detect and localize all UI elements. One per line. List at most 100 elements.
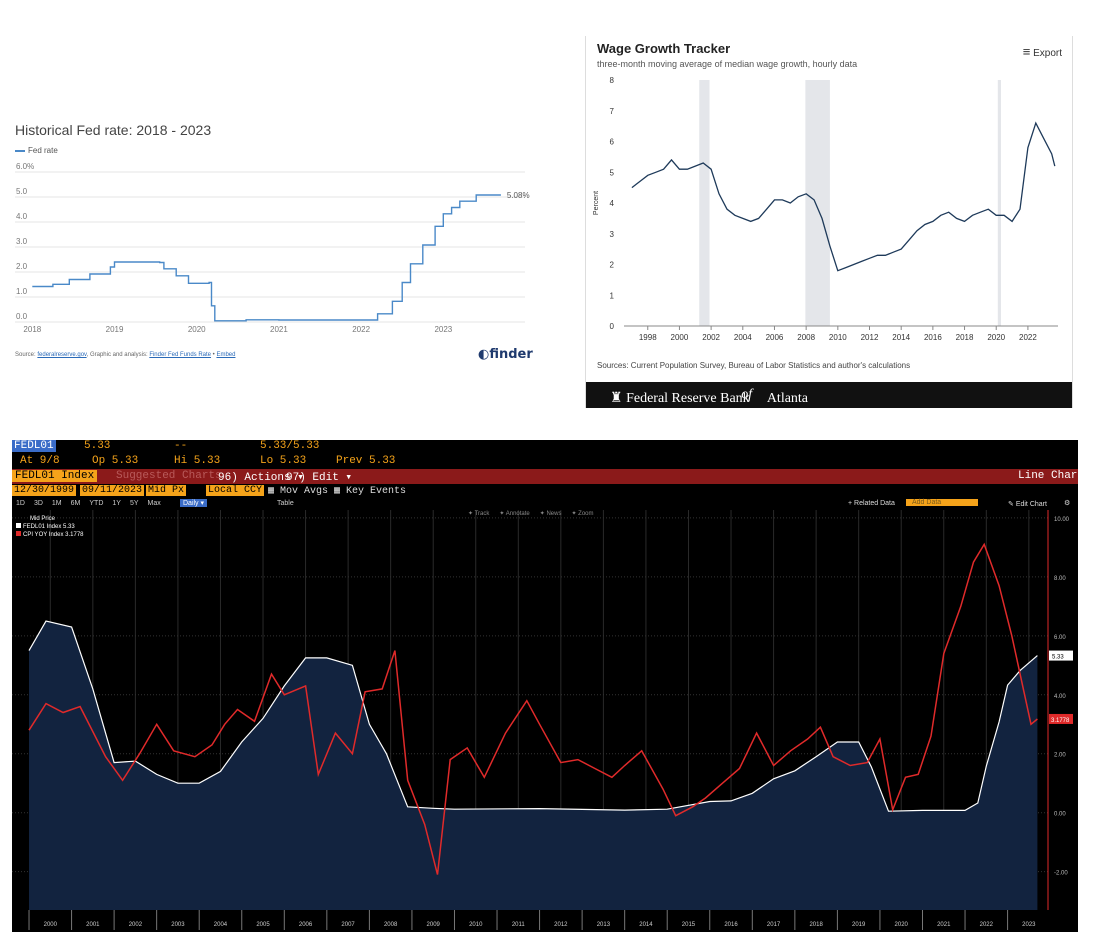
x-tick-label: 2019 xyxy=(852,922,866,928)
start-date-field[interactable]: 12/30/1999 xyxy=(12,485,77,496)
finder-logo[interactable]: ◐finder xyxy=(478,347,533,362)
x-tick-label: 2019 xyxy=(106,325,124,334)
source-link[interactable]: federalreserve.gov xyxy=(37,352,87,358)
chart-legend[interactable]: Fed rate xyxy=(15,146,58,155)
recession-band xyxy=(997,80,1001,326)
x-tick-label: 2012 xyxy=(861,333,879,342)
x-tick-label: 2022 xyxy=(352,325,370,334)
index-label[interactable]: FEDL01 Index xyxy=(12,470,98,482)
open: Op 5.33 xyxy=(92,455,139,467)
y-tick-label: 3 xyxy=(610,230,615,239)
y-tick-label: 10.00 xyxy=(1054,517,1070,523)
currency-select[interactable]: Local CCY xyxy=(206,485,265,496)
x-tick-label: 2023 xyxy=(434,325,452,334)
y-tick-label: 4.0 xyxy=(16,212,28,221)
finder-link[interactable]: Finder Fed Funds Rate xyxy=(149,352,212,358)
price-field-select[interactable]: Mid Px xyxy=(146,485,187,496)
x-tick-label: 2020 xyxy=(895,922,909,928)
x-tick-label: 2017 xyxy=(767,922,781,928)
legend-swatch-white xyxy=(16,523,21,528)
period-buttons[interactable]: 1D 3D 1M 6M YTD 1Y 5Y Max xyxy=(16,500,170,507)
embed-link[interactable]: Embed xyxy=(216,352,236,358)
suggested-charts-button[interactable]: Suggested Charts xyxy=(116,470,222,482)
toolbar-button[interactable]: ✦ Track xyxy=(468,511,490,517)
gear-icon[interactable]: ⚙ xyxy=(1064,500,1071,507)
wage-growth-panel: Wage Growth Tracker three-month moving a… xyxy=(585,36,1073,408)
finder-logo-icon: ◐ xyxy=(478,347,490,362)
x-tick-label: 2021 xyxy=(937,922,951,928)
x-tick-label: 2004 xyxy=(734,333,752,342)
toolbar-button[interactable]: ✦ Annotate xyxy=(499,511,530,517)
legend-item-fedl01[interactable]: FEDL01 Index 5.33 xyxy=(16,523,84,531)
y-axis-label: Percent xyxy=(593,191,600,215)
low: Lo 5.33 xyxy=(260,455,307,467)
y-tick-label: 5 xyxy=(610,168,615,177)
table-button[interactable]: Table xyxy=(277,500,294,507)
x-tick-label: 2001 xyxy=(86,922,100,928)
y-tick-label: 2.0 xyxy=(16,262,28,271)
period-button[interactable]: 3D xyxy=(33,500,43,507)
export-button[interactable]: ≡ Export xyxy=(1022,44,1062,59)
y-tick-label: 0.0 xyxy=(16,312,28,321)
period-button[interactable]: 6M xyxy=(70,500,81,507)
toolbar-button[interactable]: ✦ News xyxy=(539,511,562,517)
frequency-select[interactable]: Daily ▾ xyxy=(180,499,208,507)
x-tick-label: 2010 xyxy=(829,333,847,342)
period-button[interactable]: 5Y xyxy=(129,500,139,507)
fed-value-tag: 5.33 xyxy=(1052,655,1064,661)
x-tick-label: 2016 xyxy=(924,333,942,342)
period-button[interactable]: 1Y xyxy=(112,500,121,507)
legend-item-cpi[interactable]: CPI YOY Index 3.1778 xyxy=(16,531,84,539)
y-tick-label: 6.0% xyxy=(16,162,34,171)
x-tick-label: 2022 xyxy=(1019,333,1037,342)
end-value-label: 5.08% xyxy=(507,191,530,200)
y-tick-label: 5.0 xyxy=(16,187,28,196)
chart-title: Wage Growth Tracker xyxy=(597,41,731,56)
period-button[interactable]: Max xyxy=(147,500,161,507)
bloomberg-terminal-panel: FEDL01 5.33 -- 5.33/5.33 At 9/8 Op 5.33 … xyxy=(12,440,1084,932)
y-tick-label: 3.0 xyxy=(16,237,28,246)
y-tick-label: -2.00 xyxy=(1054,871,1068,877)
x-tick-label: 2015 xyxy=(682,922,696,928)
period-button[interactable]: YTD xyxy=(89,500,104,507)
eagle-icon: ♜ xyxy=(610,391,623,406)
prev: Prev 5.33 xyxy=(336,455,396,467)
chart-title: Historical Fed rate: 2018 - 2023 xyxy=(15,122,212,138)
recession-band xyxy=(805,80,830,326)
ohlc-row: At 9/8 Op 5.33 Hi 5.33 Lo 5.33 Prev 5.33 xyxy=(12,455,1078,468)
fed-rate-line xyxy=(32,194,501,322)
last-price: 5.33 xyxy=(84,440,111,452)
cpi-value-tag: 3.1778 xyxy=(1051,718,1070,724)
fed-funds-area xyxy=(29,621,1038,910)
high: Hi 5.33 xyxy=(174,455,221,467)
source-note: Source: federalreserve.gov, Graphic and … xyxy=(15,352,236,358)
chart-type-label: Line Chart xyxy=(1018,470,1085,482)
y-tick-label: 0.00 xyxy=(1054,812,1066,818)
mov-avgs-toggle[interactable]: ▦ Mov Avgs xyxy=(268,486,329,497)
related-data-button[interactable]: + Related Data xyxy=(848,500,895,507)
bid-ask: 5.33/5.33 xyxy=(260,440,320,452)
x-tick-label: 1998 xyxy=(639,333,657,342)
x-tick-label: 2018 xyxy=(809,922,823,928)
x-tick-label: 2008 xyxy=(384,922,398,928)
y-tick-label: 6.00 xyxy=(1054,635,1066,641)
legend-label: Fed rate xyxy=(28,146,58,155)
end-date-field[interactable]: 09/11/2023 xyxy=(80,485,145,496)
edit-menu[interactable]: 97) Edit ▾ xyxy=(286,472,353,484)
toolbar-button[interactable]: ✦ Zoom xyxy=(571,511,594,517)
date-range-row: 12/30/1999 09/11/2023 Mid Px Local CCY ▦… xyxy=(12,485,1078,498)
period-button[interactable]: 1D xyxy=(16,500,25,507)
period-button[interactable]: 1M xyxy=(51,500,62,507)
ticker[interactable]: FEDL01 xyxy=(12,440,56,452)
actions-menu[interactable]: 96) Actions ▾ xyxy=(218,472,304,484)
key-events-toggle[interactable]: ▦ Key Events xyxy=(334,486,407,497)
fed-value-tag-bg xyxy=(1049,650,1073,661)
edit-chart-button[interactable]: ✎ Edit Chart xyxy=(1008,501,1047,508)
fed-atlanta-footer: ♜ Federal Reserve Bank of Atlanta xyxy=(586,382,1072,408)
x-tick-label: 2004 xyxy=(214,922,228,928)
y-tick-label: 1.0 xyxy=(16,287,28,296)
x-tick-label: 2013 xyxy=(597,922,611,928)
y-tick-label: 4 xyxy=(610,199,615,208)
x-tick-label: 2008 xyxy=(797,333,815,342)
add-data-input[interactable]: Add Data xyxy=(906,499,978,506)
